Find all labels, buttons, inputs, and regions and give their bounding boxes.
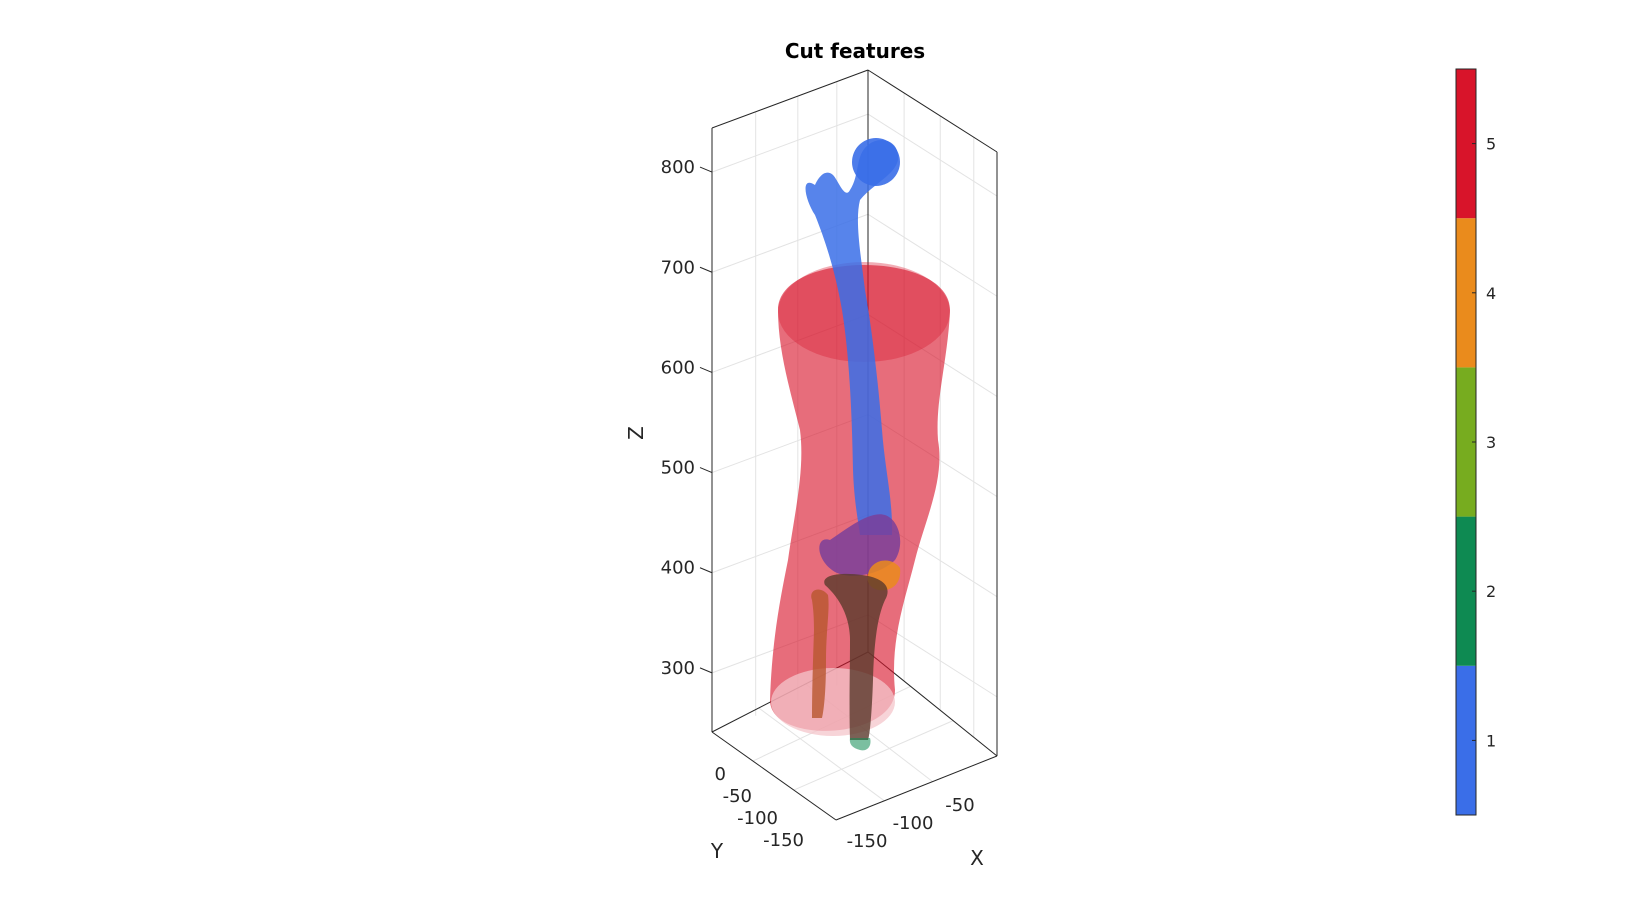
colorbar-segment-2 xyxy=(1456,516,1476,666)
z-tick-mark xyxy=(699,166,713,173)
soft-tissue-bottom-cap xyxy=(771,668,895,736)
y-tick-label: 0 xyxy=(715,764,726,785)
y-axis-label: Y xyxy=(710,839,724,863)
femur-shaft xyxy=(805,140,899,535)
z-tick-label: 800 xyxy=(661,157,695,178)
z-tick-label: 300 xyxy=(661,658,695,679)
surfaces xyxy=(770,138,950,751)
box-edge-floor-front-right xyxy=(835,755,998,821)
x-axis-label: X xyxy=(970,846,984,870)
floor-grid-line xyxy=(758,707,885,802)
z-tick-mark xyxy=(699,567,713,574)
z-tick-mark xyxy=(699,366,713,373)
z-grid-line xyxy=(711,113,869,173)
colorbar-tick-label: 4 xyxy=(1486,284,1496,303)
colorbar-segment-3 xyxy=(1456,367,1476,517)
z-tick-mark xyxy=(699,266,713,273)
z-grid-line xyxy=(867,213,998,297)
colorbar-tick-label: 2 xyxy=(1486,582,1496,601)
tibia xyxy=(824,573,888,740)
z-tick-labels: 300 400 500 600 700 800 xyxy=(661,157,713,679)
femur-head xyxy=(852,138,900,186)
colorbar-segment-5 xyxy=(1456,69,1476,219)
z-tick-mark xyxy=(699,667,713,674)
x-tick-label: -100 xyxy=(893,813,934,834)
z-axis-label: Z xyxy=(624,426,648,440)
y-tick-label: -50 xyxy=(723,786,752,807)
colorbar: 1 2 3 4 5 xyxy=(1455,68,1496,816)
box-edge-back-right xyxy=(867,69,998,153)
colorbar-segment-1 xyxy=(1456,665,1476,815)
x-tick-labels: -150-100 -50 xyxy=(847,795,975,852)
feature-3-surface xyxy=(824,573,888,740)
colorbar-tick-label: 5 xyxy=(1486,135,1496,154)
colorbar-tick-label: 1 xyxy=(1486,731,1496,750)
z-grid-line xyxy=(867,113,998,197)
z-tick-label: 600 xyxy=(661,357,695,378)
fibula xyxy=(811,589,829,718)
ankle-tip xyxy=(849,738,871,751)
feature-2-surface xyxy=(849,738,871,751)
z-tick-label: 700 xyxy=(661,257,695,278)
y-tick-label: -100 xyxy=(737,808,778,829)
feature-1-surface xyxy=(805,138,901,576)
box-edge-back-left xyxy=(711,69,869,129)
x-tick-label: -50 xyxy=(945,795,974,816)
y-tick-labels: 0-50-100-150 xyxy=(715,764,804,851)
colorbar-tick-label: 3 xyxy=(1486,433,1496,452)
femur-condyles xyxy=(819,514,901,576)
x-tick-label: -150 xyxy=(847,831,888,852)
z-tick-label: 500 xyxy=(661,458,695,479)
box-edge-floor-front-left xyxy=(711,731,837,821)
colorbar-segment-4 xyxy=(1456,218,1476,368)
y-tick-label: -150 xyxy=(763,830,804,851)
z-tick-mark xyxy=(699,467,713,474)
chart-title: Cut features xyxy=(785,39,925,63)
z-tick-label: 400 xyxy=(661,558,695,579)
floor-grid-line xyxy=(793,720,954,791)
